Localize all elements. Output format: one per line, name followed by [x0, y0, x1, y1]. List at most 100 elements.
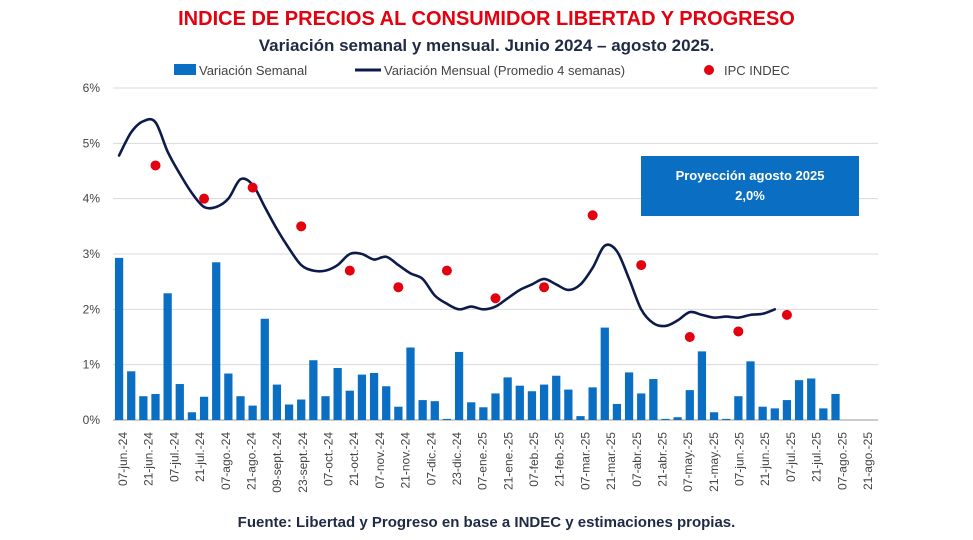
x-tick-label: 23-sept.-24 [296, 432, 310, 493]
bar [600, 327, 609, 420]
y-tick-label: 6% [83, 81, 101, 95]
x-tick-label: 21-ago.-25 [861, 432, 875, 490]
bar [588, 387, 597, 420]
y-tick-label: 5% [83, 136, 101, 150]
ipc-point [199, 193, 210, 204]
bar [139, 396, 148, 420]
ipc-point [393, 282, 404, 293]
bar [297, 399, 306, 420]
bar-series [114, 257, 840, 420]
bar [418, 400, 427, 420]
ipc-point [636, 260, 647, 271]
x-axis: 07-jun.-24 21-jun.-24 07-jul.-24 21-jul.-24… [116, 432, 875, 493]
x-tick-label: 21-may.-25 [707, 432, 721, 492]
y-tick-label: 4% [83, 192, 101, 206]
bar [454, 351, 464, 420]
legend-label-line: Variación Mensual (Promedio 4 semanas) [384, 63, 625, 78]
ipc-point [490, 293, 501, 304]
projection-box-bg [641, 156, 859, 216]
bar [212, 262, 221, 420]
ipc-point [247, 182, 258, 193]
ipc-point [781, 309, 792, 320]
x-tick-label: 07-mar.-25 [578, 432, 592, 490]
bar [248, 405, 257, 420]
bar [491, 393, 500, 420]
bar [807, 378, 816, 420]
bar [467, 402, 476, 420]
x-tick-label: 07-dic.-24 [424, 432, 438, 486]
legend-label-bar: Variación Semanal [199, 63, 307, 78]
x-tick-label: 07-jun.-24 [116, 432, 130, 486]
bar [782, 400, 792, 420]
bar [321, 396, 330, 420]
x-tick-label: 21-nov.-24 [399, 432, 413, 489]
projection-title: Proyección agosto 2025 [676, 168, 825, 183]
bar [479, 407, 488, 420]
ipc-point [296, 221, 307, 232]
bar [272, 384, 282, 420]
legend-swatch-bar [174, 64, 196, 75]
x-tick-label: 07-ago.-25 [835, 432, 849, 490]
ipc-point [587, 210, 598, 221]
bar [406, 347, 415, 420]
bar [637, 393, 646, 420]
bar [260, 318, 269, 420]
bar [357, 374, 367, 420]
bar [199, 396, 209, 420]
monthly-line [117, 117, 777, 328]
x-tick-label: 07-nov.-24 [373, 432, 387, 489]
x-tick-label: 07-feb.-25 [527, 432, 541, 487]
bar [758, 406, 767, 420]
x-tick-label: 07-ago.-24 [219, 432, 233, 490]
ipc-point [441, 265, 452, 276]
x-tick-label: 21-jul.-25 [810, 432, 824, 482]
bar [564, 389, 573, 420]
legend-label-dot: IPC INDEC [724, 63, 790, 78]
bar [552, 375, 561, 420]
grid [113, 87, 878, 421]
projection-box: Proyección agosto 2025 2,0% [641, 156, 859, 216]
bar [697, 351, 707, 420]
legend: Variación Semanal Variación Mensual (Pro… [174, 63, 790, 78]
bar [430, 401, 439, 420]
x-tick-label: 21-ene.-25 [501, 432, 515, 490]
bar [236, 396, 245, 420]
bar [187, 412, 197, 420]
x-tick-label: 07-may.-25 [681, 432, 695, 492]
chart-title: INDICE DE PRECIOS AL CONSUMIDOR LIBERTAD… [178, 8, 795, 30]
x-tick-label: 21-oct.-24 [347, 432, 361, 486]
bar [151, 393, 160, 420]
bar [722, 418, 731, 420]
ipc-point [539, 282, 550, 293]
x-tick-label: 23-dic.-24 [450, 432, 464, 486]
bar [127, 371, 136, 420]
y-tick-label: 2% [83, 302, 101, 316]
ipc-point [344, 265, 355, 276]
bar [114, 257, 124, 420]
bar [734, 396, 743, 420]
x-tick-label: 07-jun.-25 [733, 432, 747, 486]
y-tick-label: 1% [83, 358, 101, 372]
bar [624, 372, 634, 420]
y-tick-label: 3% [83, 247, 101, 261]
dot-series [150, 160, 792, 342]
x-tick-label: 21-jun.-24 [142, 432, 156, 486]
bar [284, 404, 294, 420]
x-tick-label: 07-jul.-25 [784, 432, 798, 482]
ipc-point [150, 160, 161, 171]
bar [163, 293, 172, 420]
x-tick-label: 07-oct.-24 [322, 432, 336, 486]
bar [503, 377, 512, 420]
bar [527, 391, 537, 420]
bar [673, 417, 682, 420]
x-tick-label: 21-jun.-25 [758, 432, 772, 486]
bar [819, 408, 828, 420]
bar [746, 361, 755, 420]
ipc-point [733, 326, 744, 337]
bar [612, 403, 622, 420]
bar [442, 418, 452, 420]
bar [345, 390, 354, 420]
bar [831, 393, 840, 420]
bar [661, 418, 670, 420]
